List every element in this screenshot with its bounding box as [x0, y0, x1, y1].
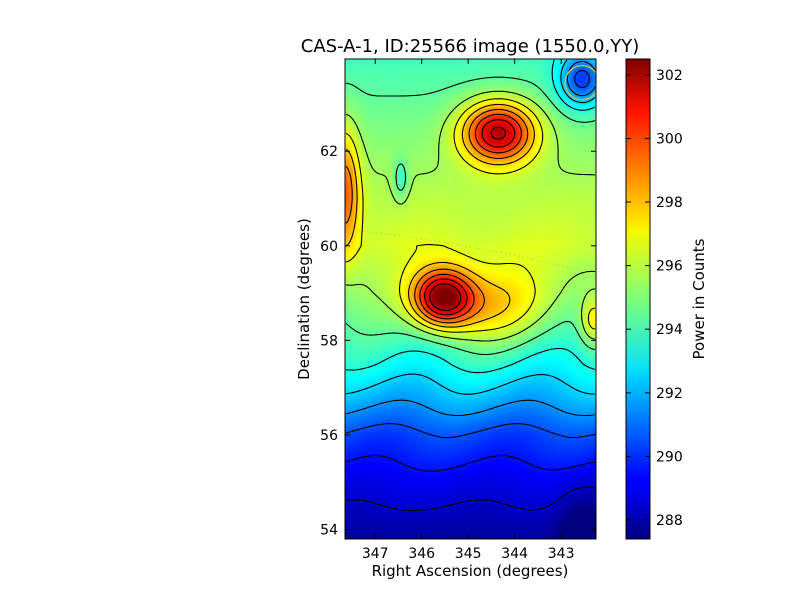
x-tick-label: 343 [548, 546, 575, 562]
y-tick-label: 60 [320, 239, 338, 255]
x-axis-ticks: 347 346 345 344 343 [362, 59, 575, 562]
contour-level-3 [345, 60, 596, 417]
contour-level-4 [345, 59, 596, 395]
contour-level-13 [429, 126, 507, 312]
colorbar-label: Power in Counts [690, 238, 708, 359]
y-tick-label: 58 [320, 333, 338, 349]
y-axis-label: Declination (degrees) [295, 218, 313, 380]
contour-level-7 [345, 90, 596, 342]
y-tick-label: 54 [320, 523, 338, 539]
colorbar [625, 58, 651, 540]
y-tick-label: 56 [320, 428, 338, 444]
x-axis-label: Right Ascension (degrees) [372, 562, 569, 580]
contour-lines [345, 59, 596, 512]
colorbar-tick-label: 298 [656, 195, 683, 211]
overlay-marks [345, 65, 596, 275]
contour-level-1 [345, 455, 596, 472]
contour-level-5 [345, 59, 596, 374]
colorbar-tick-label: 290 [656, 449, 683, 465]
y-tick-label: 62 [320, 144, 338, 160]
contour-level-11 [419, 113, 522, 320]
colorbar-tick-label: 292 [656, 386, 683, 402]
contour-level-12 [424, 119, 516, 316]
heatmap-image [345, 59, 596, 539]
contour-level-6 [345, 76, 596, 356]
colorbar-tick-label: 296 [656, 259, 683, 275]
colorbar-tick-label: 294 [656, 322, 683, 338]
colorbar-tick-label: 302 [656, 68, 683, 84]
x-tick-label: 346 [408, 546, 435, 562]
colorbar-tick-label: 288 [656, 513, 683, 529]
colorbar-ticks: 288 290 292 294 296 298 300 302 [626, 68, 683, 529]
contour-level-10 [345, 108, 529, 324]
overlay-circle [564, 65, 596, 101]
chart-title: CAS-A-1, ID:25566 image (1550.0,YY) [301, 36, 639, 57]
y-axis-ticks: 54 56 58 60 62 [320, 144, 596, 539]
plot-frame [344, 58, 597, 540]
contour-level-8 [345, 98, 596, 333]
x-tick-label: 344 [501, 546, 528, 562]
contour-level-0 [345, 486, 596, 512]
contour-level-2 [345, 70, 596, 439]
contour-level-9 [345, 103, 535, 328]
x-tick-label: 347 [362, 546, 389, 562]
overlay-dotted-line [345, 228, 596, 275]
colorbar-tick-label: 300 [656, 131, 683, 147]
x-tick-label: 345 [455, 546, 482, 562]
